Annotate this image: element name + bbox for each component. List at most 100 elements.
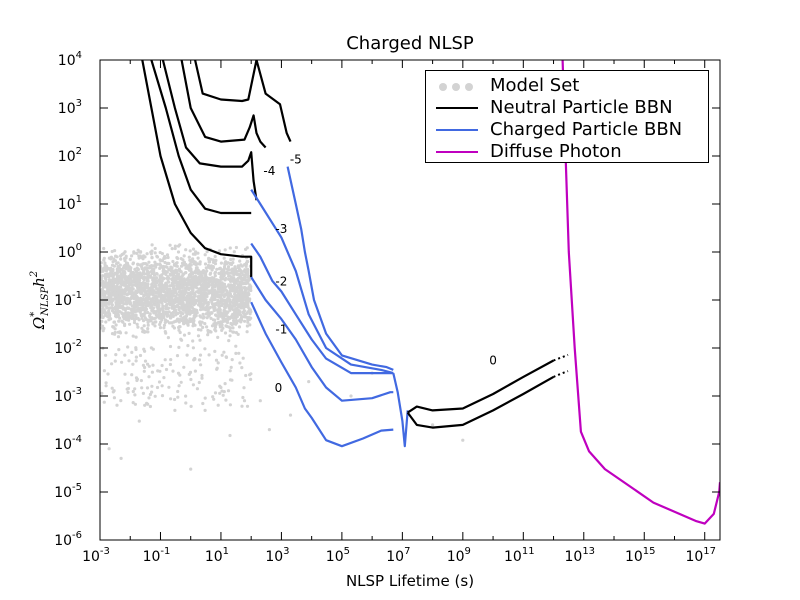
model-set-point (164, 265, 168, 269)
model-set-point (204, 300, 208, 304)
model-set-point (246, 305, 250, 309)
model-set-point (126, 315, 130, 319)
curve-annotation: -4 (263, 164, 275, 178)
model-set-point (222, 256, 226, 260)
model-set-point (167, 268, 171, 272)
model-set-point (213, 302, 217, 306)
model-set-point (219, 287, 224, 291)
model-set-point (198, 320, 202, 324)
model-set-point (101, 302, 105, 306)
model-set-point (213, 325, 217, 329)
model-set-point (169, 316, 173, 320)
model-set-point (247, 309, 252, 313)
model-set-point (178, 373, 182, 377)
model-set-point (166, 336, 170, 340)
model-set-point (105, 301, 109, 305)
model-set-point (158, 266, 162, 270)
model-set-point (238, 310, 242, 314)
model-set-point (135, 303, 139, 307)
model-set-point (191, 383, 195, 387)
model-set-point (138, 310, 142, 314)
model-set-point (110, 281, 114, 285)
model-set-point (148, 404, 152, 409)
model-set-point (135, 299, 139, 303)
model-set-point (183, 271, 188, 275)
model-set-point (114, 307, 118, 311)
model-set-point (222, 316, 226, 320)
model-set-point (177, 384, 181, 388)
model-set-point (184, 401, 188, 405)
model-set-point (188, 317, 192, 321)
model-set-point (104, 269, 108, 273)
model-set-point (183, 316, 188, 320)
model-set-point (115, 301, 119, 306)
model-set-point (178, 280, 182, 284)
model-set-point (110, 303, 114, 307)
model-set-point (198, 275, 202, 279)
model-set-point (235, 313, 239, 317)
model-set-point (206, 310, 210, 314)
model-set-point (220, 389, 224, 393)
model-set-point (109, 284, 113, 288)
model-set-point (245, 311, 249, 315)
model-set-point (131, 362, 135, 366)
model-set-point (118, 281, 122, 285)
x-tick-label: 10-3 (82, 546, 110, 565)
model-set-point (122, 270, 126, 274)
model-set-point (128, 268, 133, 272)
model-set-point (240, 404, 244, 408)
model-set-point (217, 287, 221, 291)
model-set-point (144, 296, 149, 300)
model-set-point (148, 315, 152, 319)
model-set-point (134, 359, 138, 363)
model-set-point (149, 319, 153, 323)
model-set-point (168, 243, 172, 247)
model-set-point (200, 376, 204, 380)
model-set-point (120, 274, 124, 278)
model-set-point (122, 317, 126, 321)
model-set-point (233, 268, 237, 273)
model-set-point (176, 250, 181, 254)
model-set-point (150, 289, 154, 293)
model-set-point (239, 302, 243, 306)
x-axis-label: NLSP Lifetime (s) (346, 572, 474, 590)
model-set-point (150, 269, 155, 273)
model-set-point (181, 301, 185, 305)
model-set-point (154, 320, 158, 324)
model-set-point (177, 277, 181, 281)
model-set-point (150, 256, 154, 260)
model-set-point (237, 283, 241, 287)
model-set-point (221, 326, 225, 330)
model-set-point (213, 321, 217, 325)
model-set-point (203, 297, 207, 301)
model-set-point (201, 305, 205, 309)
model-set-point (231, 326, 235, 330)
model-set-point (143, 285, 147, 290)
model-set-point (211, 305, 215, 309)
model-set-point (211, 395, 215, 399)
model-set-point (142, 294, 146, 298)
model-set-point (238, 268, 242, 272)
model-set-point (229, 294, 234, 298)
model-set-point (192, 358, 196, 362)
model-set-point (222, 298, 226, 302)
model-set-point (227, 325, 231, 329)
model-set-point (219, 314, 223, 318)
legend: Model Set Neutral Particle BBN Charged P… (425, 70, 709, 163)
model-set-point (209, 311, 213, 315)
model-set-point (200, 294, 204, 299)
model-set-point (141, 276, 145, 280)
model-set-point (205, 250, 209, 254)
model-set-point (150, 390, 154, 394)
model-set-point (120, 252, 124, 257)
model-set-point (129, 281, 133, 285)
model-set-point (102, 256, 106, 260)
model-set-point (172, 301, 177, 305)
model-set-point (212, 308, 216, 312)
model-set-point (107, 275, 111, 279)
model-set-point (228, 300, 232, 304)
model-set-point (132, 275, 136, 279)
model-set-point (166, 275, 170, 279)
model-set-point (142, 269, 146, 273)
